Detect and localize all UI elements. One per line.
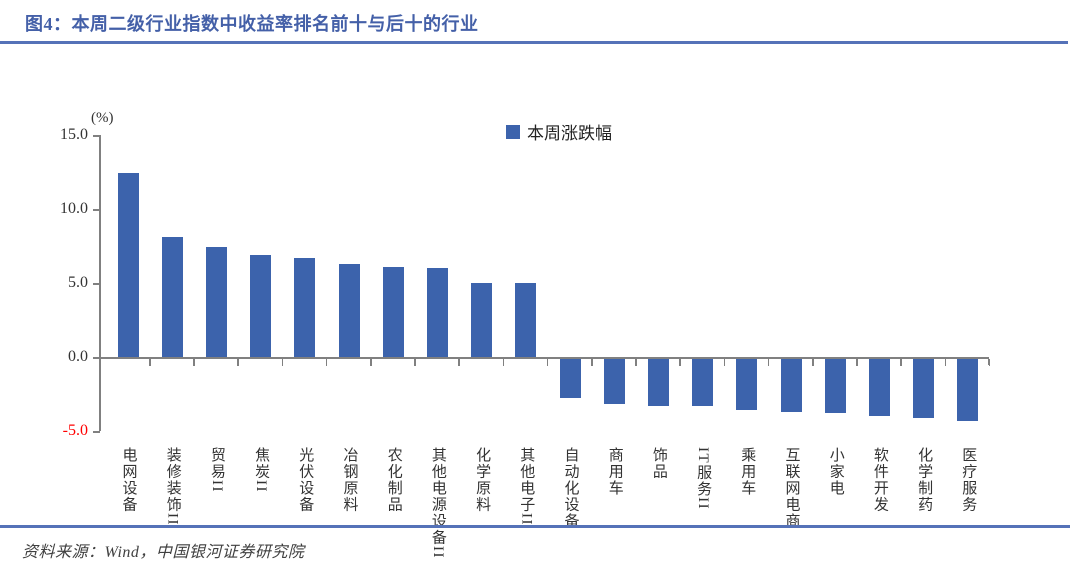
chart-bar	[294, 257, 316, 357]
x-axis-tick	[502, 358, 505, 366]
x-axis-end-tick	[987, 357, 989, 365]
chart-legend: 本周涨跌幅	[506, 119, 612, 144]
chart-bar	[913, 358, 935, 418]
x-axis-label: 软件开发	[871, 447, 888, 513]
chart-bar	[426, 268, 448, 357]
x-axis-label: 贸易II	[208, 447, 225, 493]
chart-bar	[382, 266, 404, 357]
x-axis-label: 化学原料	[474, 447, 491, 513]
x-axis-tick	[723, 358, 726, 366]
x-axis-label: 医疗服务	[960, 447, 977, 513]
legend-label: 本周涨跌幅	[527, 124, 612, 143]
chart-bar	[559, 358, 581, 399]
x-axis-label: 饰品	[650, 447, 667, 480]
x-axis-label: 冶钢原料	[341, 447, 358, 513]
x-axis-tick	[591, 358, 593, 366]
x-axis-label: 其他电子II	[518, 447, 535, 526]
chart-bar	[824, 358, 846, 414]
y-axis-tick	[93, 283, 100, 285]
chart-bar	[250, 254, 272, 357]
x-axis-label: 焦炭II	[253, 447, 270, 493]
x-axis-tick	[635, 358, 637, 366]
x-axis-label: 光伏设备	[297, 447, 314, 513]
x-axis-label: 商用车	[606, 447, 623, 497]
x-axis-tick	[414, 358, 416, 366]
y-axis-tick-label: 10.0	[60, 200, 88, 217]
footer-divider	[0, 525, 1070, 528]
x-axis-tick	[900, 358, 902, 366]
y-axis-tick-label: -5.0	[62, 422, 88, 439]
chart-bar	[338, 263, 360, 357]
x-axis-tick	[458, 358, 460, 366]
legend-swatch	[506, 124, 520, 139]
x-axis-label: 其他电源设备II	[429, 447, 446, 559]
x-axis-tick	[370, 358, 372, 366]
x-axis-label: 小家电	[827, 447, 844, 497]
y-axis-tick	[93, 209, 100, 211]
x-axis-line	[93, 357, 989, 359]
x-axis-tick	[193, 358, 195, 366]
chart-bar	[117, 173, 139, 357]
chart-bar	[868, 358, 890, 417]
x-axis-tick	[767, 358, 770, 366]
y-axis-unit-label: (%)	[91, 110, 114, 126]
source-note: 资料来源：Wind，中国银河证券研究院	[22, 544, 305, 561]
x-axis-label: 农化制品	[385, 447, 402, 513]
chart-bar	[692, 358, 714, 406]
x-axis-label: 乘用车	[739, 447, 756, 497]
x-axis-tick	[856, 358, 858, 366]
chart-bar	[780, 358, 802, 412]
x-axis-tick	[812, 358, 814, 366]
y-axis-tick-label: 15.0	[60, 126, 88, 143]
y-axis-tick-label: 0.0	[68, 348, 88, 365]
figure-title: 图4：本周二级行业指数中收益率排名前十与后十的行业	[25, 14, 479, 34]
x-axis-label: 装修装饰II	[164, 447, 181, 526]
x-axis-tick	[679, 358, 681, 366]
x-axis-tick	[546, 358, 549, 366]
x-axis-tick	[944, 358, 947, 366]
y-axis-tick	[93, 357, 100, 359]
x-axis-label: 互联网电商	[783, 447, 800, 530]
y-axis-tick-label: 5.0	[68, 274, 88, 291]
bar-chart: (%) 本周涨跌幅 15.0 10.0 5.0 0.0 -5.0 电网设备 装修装饰II 贸易…	[0, 50, 1080, 559]
chart-bar	[957, 358, 979, 421]
title-divider	[0, 41, 1068, 44]
y-axis-tick	[93, 135, 100, 137]
x-axis-label: 电网设备	[120, 447, 137, 513]
chart-bar	[603, 358, 625, 405]
x-axis-tick	[988, 358, 991, 366]
chart-bar	[161, 237, 183, 357]
x-axis-label: 自动化设备	[562, 447, 579, 530]
chart-bar	[647, 358, 669, 406]
x-axis-label: 化学制药	[916, 447, 933, 513]
chart-bar	[515, 283, 537, 357]
chart-bar	[205, 247, 227, 357]
chart-bar	[471, 283, 493, 357]
x-axis-tick	[281, 358, 284, 366]
y-axis-tick	[93, 431, 100, 433]
x-axis-label: IT服务II	[695, 447, 712, 511]
chart-bar	[736, 358, 758, 411]
x-axis-tick	[237, 358, 239, 366]
x-axis-tick	[325, 358, 328, 366]
x-axis-tick	[149, 358, 151, 366]
